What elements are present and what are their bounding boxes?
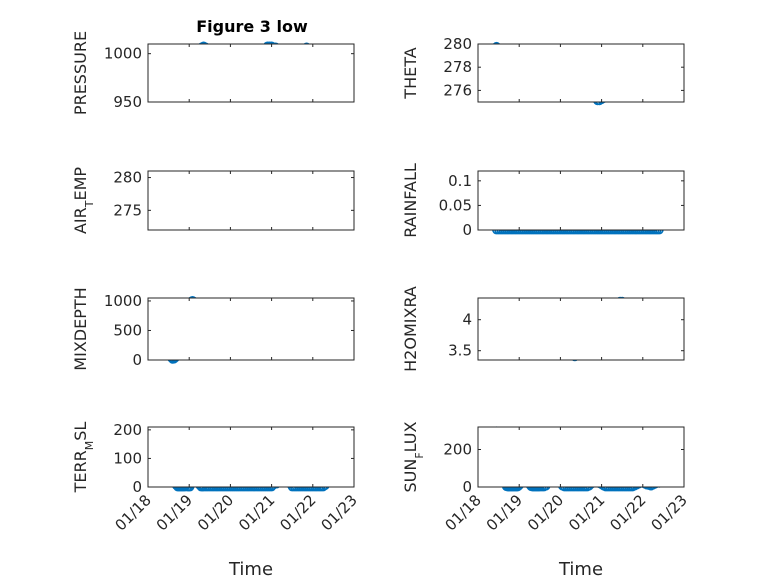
axes-box [147,426,355,488]
subplot-air-temp: 275 280 AIRTEMP [71,167,355,234]
y-axis-label: AIRTEMP [71,167,96,234]
x-tick-label: 01/21 [235,491,278,534]
y-tick-label: 200 [113,421,142,439]
subplot-mixdepth: 0 500 1000 MIXDEPTH [71,287,355,371]
y-axis-label: SUNFLUX [401,421,426,492]
y-axis-label: PRESSURE [71,31,90,115]
y-axis-label: TERRMSL [71,422,96,494]
axes-box [147,170,355,231]
y-tick-label: 276 [443,81,472,99]
y-tick-label: 500 [113,321,142,339]
axes-box [477,426,685,488]
y-tick-label: 1000 [104,45,142,63]
y-tick-label: 278 [443,58,472,76]
y-tick-label: 280 [113,169,142,187]
y-tick-label: 0.05 [439,196,472,214]
y-tick-label: 100 [113,449,142,467]
x-tick-label: 01/20 [194,491,237,534]
axes-box [147,43,355,103]
x-tick-label: 01/18 [112,491,155,534]
y-axis-label: MIXDEPTH [71,287,90,370]
x-tick-label: 01/23 [318,491,361,534]
y-tick-label: 1000 [104,292,142,310]
axes-box [147,297,355,361]
y-tick-label: 0 [462,478,472,496]
subplot-rainfall: 0 0.05 0.1 RAINFALL [401,163,685,239]
y-tick-label: 200 [443,441,472,459]
y-axis-label: RAINFALL [401,163,420,238]
axes-box [477,43,685,103]
x-tick-label: 01/23 [648,491,691,534]
x-tick-label: 01/22 [606,491,649,534]
y-tick-label: 0 [462,221,472,239]
x-tick-label: 01/20 [524,491,567,534]
x-tick-label: 01/19 [153,491,196,534]
y-tick-label: 3.5 [448,342,472,360]
subplot-h2omixra: 3.5 4 H2OMIXRA [401,286,685,372]
chart-title: Figure 3 low [196,17,308,36]
x-tick-label: 01/21 [565,491,608,534]
subplot-pressure: 950 1000 PRESSURE [71,31,355,115]
x-axis-label: Time [228,559,273,580]
y-axis-label: THETA [401,47,420,99]
x-axis-label: Time [558,559,603,580]
y-tick-label: 0.1 [448,172,472,190]
y-tick-label: 4 [462,311,472,329]
subplot-theta: 276 278 280 THETA [401,35,685,106]
y-tick-label: 950 [113,93,142,111]
x-tick-label: 01/18 [442,491,485,534]
y-tick-label: 0 [132,478,142,496]
x-tick-label: 01/22 [276,491,319,534]
x-tick-label: 01/19 [483,491,526,534]
y-tick-label: 280 [443,35,472,53]
y-tick-label: 275 [113,201,142,219]
y-tick-label: 0 [132,351,142,369]
y-axis-label: H2OMIXRA [401,286,420,372]
axes-box [477,170,685,231]
axes-box [477,297,685,361]
